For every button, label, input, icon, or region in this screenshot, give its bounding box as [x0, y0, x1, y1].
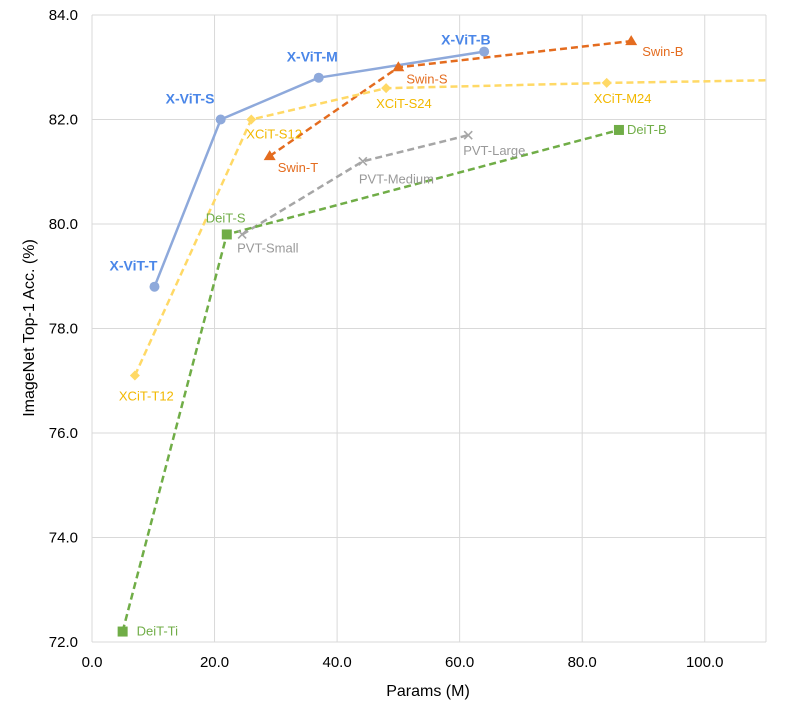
xcit-series-line [133, 79, 767, 377]
y-tick-label: 78.0 [49, 321, 78, 338]
xcit-point-label: XCiT-M24 [594, 91, 652, 106]
pvt-point-label: PVT-Small [237, 240, 299, 255]
deit-series-line [121, 128, 620, 632]
swin-point-label: Swin-S [406, 71, 448, 86]
x-tick-label: 100.0 [686, 654, 724, 671]
pvt-point-marker [237, 229, 247, 240]
x-axis-title: Params (M) [386, 683, 470, 700]
x-vit-point-label: X-ViT-S [166, 91, 215, 107]
swin-point-marker [263, 150, 276, 161]
deit-point-label: DeiT-S [206, 210, 246, 225]
y-tick-label: 72.0 [49, 634, 78, 651]
xcit-point-marker [601, 77, 612, 88]
x-vit-point-label: X-ViT-M [287, 49, 338, 65]
swin-point-label: Swin-B [642, 44, 683, 59]
y-tick-label: 84.0 [49, 7, 78, 24]
x-vit-point-marker [215, 114, 226, 125]
point-labels: X-ViT-T X-ViT-S X-ViT-M X-ViT-B Swin-T Swin-S… [109, 32, 683, 639]
x-vit-point-label: X-ViT-T [109, 258, 157, 274]
series-lines [121, 39, 767, 632]
deit-point-marker [613, 124, 624, 135]
deit-point-label: DeiT-Ti [137, 624, 179, 639]
grid-lines [91, 14, 767, 643]
xcit-point-label: XCiT-S24 [376, 96, 432, 111]
swin-point-marker [625, 35, 638, 46]
x-tick-label: 20.0 [200, 654, 229, 671]
x-tick-label: 40.0 [322, 654, 351, 671]
y-tick-label: 76.0 [49, 425, 78, 442]
y-tick-label: 74.0 [49, 530, 78, 547]
xcit-point-marker [246, 114, 257, 125]
y-axis-title: ImageNet Top-1 Acc. (%) [21, 239, 38, 417]
x-vit-point-marker [149, 281, 160, 292]
deit-point-marker [221, 229, 232, 240]
y-tick-label: 82.0 [49, 112, 78, 129]
swin-point-label: Swin-T [278, 160, 319, 175]
xcit-point-label: XCiT-S12 [246, 127, 302, 142]
x-tick-label: 60.0 [445, 654, 474, 671]
x-vit-series-line [153, 50, 485, 288]
y-tick-label: 80.0 [49, 216, 78, 233]
pvt-point-label: PVT-Large [463, 143, 525, 158]
axis-ticks: 72.0 74.0 76.0 78.0 80.0 82.0 84.0 0.0 20.0 40.0 6… [49, 7, 724, 671]
xcit-point-label: XCiT-T12 [119, 389, 174, 404]
pvt-series-line [241, 133, 469, 236]
x-tick-label: 80.0 [568, 654, 597, 671]
x-vit-point-marker [313, 72, 324, 83]
series-markers [117, 35, 638, 637]
x-tick-label: 0.0 [82, 654, 103, 671]
deit-point-label: DeiT-B [627, 122, 667, 137]
pvt-point-marker [358, 156, 368, 166]
xcit-point-marker [129, 370, 140, 381]
x-vit-point-marker [479, 46, 490, 57]
pvt-point-marker [463, 130, 473, 140]
swin-point-marker [392, 61, 405, 72]
pvt-point-label: PVT-Medium [359, 171, 434, 186]
deit-point-marker [117, 626, 128, 637]
x-vit-point-label: X-ViT-B [441, 32, 491, 48]
xcit-point-marker [381, 83, 392, 94]
